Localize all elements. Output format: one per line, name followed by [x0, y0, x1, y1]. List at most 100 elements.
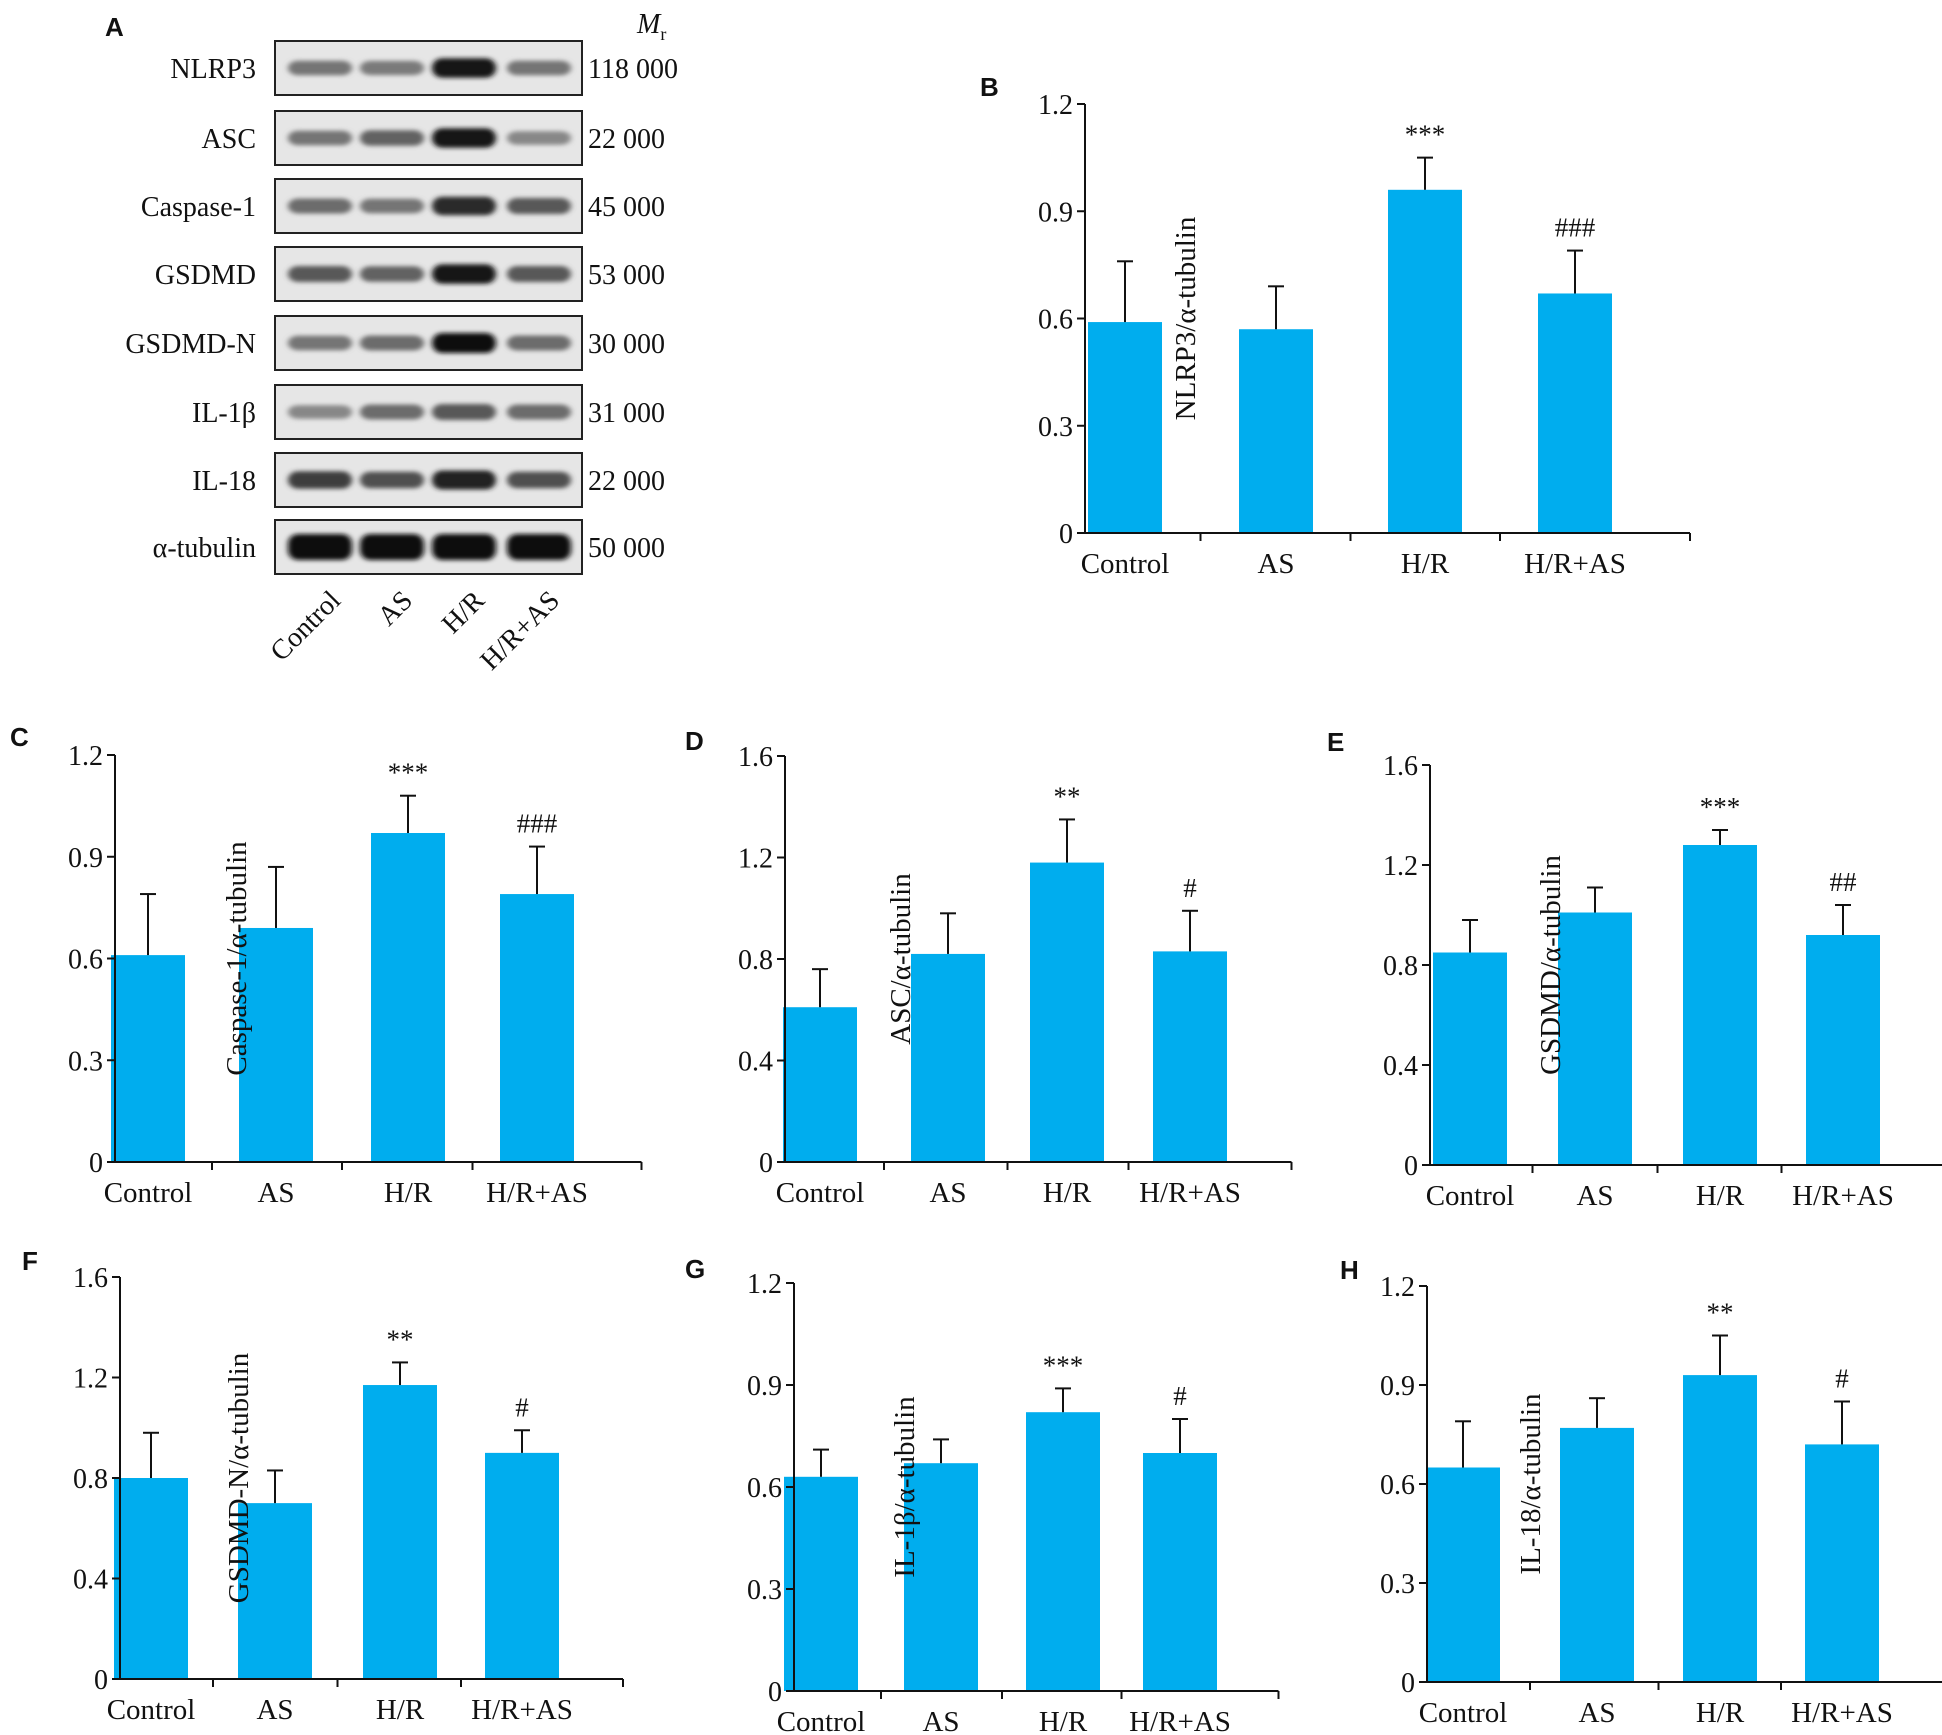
significance-d-h-r: ** — [1054, 781, 1081, 811]
blot-frame-nlrp3 — [274, 40, 583, 96]
x-tick-label-d: H/R+AS — [1139, 1177, 1241, 1209]
y-tick-label-f: 1.2 — [73, 1364, 108, 1395]
blot-band-gsdmd-n-control — [288, 335, 352, 351]
significance-b-h-r: *** — [1405, 120, 1446, 150]
blot-band-alpha-tubulin-control — [288, 534, 352, 560]
blot-protein-label: IL-1β — [192, 398, 256, 429]
panel-letter-h: H — [1340, 1255, 1359, 1285]
bar-d-as — [911, 953, 985, 1162]
error-bar-e-as — [1587, 886, 1603, 913]
y-tick-label-c: 0.3 — [68, 1046, 103, 1077]
blot-frame-il-1beta — [274, 384, 583, 440]
error-bar-e-h-r-as — [1835, 904, 1851, 935]
blot-protein-label: GSDMD — [155, 260, 256, 291]
x-tick-label-b: Control — [1081, 548, 1170, 580]
error-bar-c-h-r-as — [529, 845, 545, 895]
blot-band-nlrp3-h-r — [432, 58, 496, 78]
bar-g-control — [784, 1476, 858, 1691]
blot-band-nlrp3-as — [360, 60, 424, 76]
y-tick-label-f: 0 — [94, 1665, 108, 1696]
mr-label: Mr — [636, 9, 666, 44]
chart-panel-f: F ** #0 0.4 0.8 1.2 1.6 Control AS H/R H/R+AS GSDMD… — [22, 1246, 624, 1726]
x-tick-label-g: AS — [922, 1706, 959, 1735]
blot-row-gsdmd-n: GSDMD-N 30 000 — [125, 315, 665, 371]
y-tick-label-f: 0.8 — [73, 1464, 108, 1495]
bar-c-as — [239, 927, 313, 1162]
error-bar-h-h-r-as — [1834, 1400, 1850, 1445]
blot-frame-gsdmd-n — [274, 315, 583, 371]
significance-e-h-r-as: ## — [1830, 867, 1858, 897]
bar-h-h-r-as — [1805, 1444, 1879, 1682]
blot-mr-value: 53 000 — [588, 260, 665, 291]
y-tick-label-h: 1.2 — [1380, 1272, 1415, 1303]
blot-lane-label: AS — [372, 585, 419, 632]
blot-band-alpha-tubulin-h-r — [432, 534, 496, 560]
x-tick-label-c: H/R+AS — [486, 1177, 588, 1209]
blot-band-il-1beta-h-r — [432, 404, 496, 420]
blot-band-gsdmd-control — [288, 266, 352, 282]
y-tick-label-c: 1.2 — [68, 741, 103, 772]
bar-h-control — [1426, 1467, 1500, 1682]
bar-c-control — [111, 955, 185, 1162]
blot-frame-gsdmd — [274, 246, 583, 302]
significance-b-h-r-as: ### — [1555, 213, 1596, 243]
bar-d-h-r — [1030, 862, 1104, 1162]
y-axis-label-c: Caspase-1/α-tubulin — [221, 841, 253, 1076]
bar-b-control — [1088, 322, 1162, 533]
significance-c-h-r-as: ### — [517, 809, 558, 839]
x-tick-label-e: AS — [1576, 1180, 1613, 1212]
bar-h-h-r — [1683, 1375, 1757, 1682]
blot-protein-label: α-tubulin — [153, 533, 256, 564]
y-axis-label-h: IL-18/α-tubulin — [1515, 1393, 1547, 1575]
y-tick-label-e: 1.2 — [1383, 851, 1418, 882]
y-tick-label-g: 0 — [768, 1677, 782, 1708]
blot-band-il-18-h-r — [432, 470, 496, 490]
blot-mr-value: 31 000 — [588, 398, 665, 429]
x-tick-label-d: H/R — [1043, 1177, 1092, 1209]
x-tick-label-h: Control — [1419, 1697, 1508, 1729]
chart-panel-g: G *** #0 0.3 0.6 0.9 1.2 Control AS H/R H/R+AS IL-1… — [685, 1254, 1280, 1735]
y-tick-label-d: 0.8 — [738, 945, 773, 976]
bar-f-control — [114, 1478, 188, 1679]
blot-band-il-18-as — [360, 471, 424, 489]
bar-f-as — [238, 1503, 312, 1679]
error-bar-c-h-r — [400, 794, 416, 834]
x-tick-label-b: AS — [1257, 548, 1294, 580]
blot-row-nlrp3: NLRP3 118 000 — [170, 40, 678, 96]
error-bar-b-h-r — [1417, 156, 1433, 190]
blot-band-il-1beta-h-r-as — [507, 404, 571, 420]
bar-e-as — [1558, 912, 1632, 1165]
error-bar-h-h-r — [1712, 1334, 1728, 1376]
error-bar-b-h-r-as — [1567, 249, 1583, 294]
blot-lane-label: H/R — [436, 585, 491, 640]
error-bar-d-h-r-as — [1182, 909, 1198, 952]
bar-f-h-r — [363, 1385, 437, 1679]
bar-c-h-r — [371, 833, 445, 1162]
x-tick-label-c: Control — [104, 1177, 193, 1209]
error-bar-g-as — [933, 1438, 949, 1464]
significance-f-h-r-as: # — [515, 1392, 529, 1422]
error-bar-g-h-r — [1055, 1387, 1071, 1413]
y-tick-label-d: 0.4 — [738, 1047, 773, 1078]
x-tick-label-g: H/R+AS — [1129, 1706, 1231, 1735]
panel-letter-f: F — [22, 1246, 38, 1276]
x-tick-label-b: H/R+AS — [1524, 548, 1626, 580]
blot-frame-asc — [274, 110, 583, 166]
x-tick-label-b: H/R — [1401, 548, 1450, 580]
y-tick-label-f: 0.4 — [73, 1565, 108, 1596]
significance-h-h-r-as: # — [1835, 1364, 1849, 1394]
y-tick-label-d: 1.2 — [738, 844, 773, 875]
x-tick-label-g: H/R — [1039, 1706, 1088, 1735]
x-tick-label-e: H/R+AS — [1792, 1180, 1894, 1212]
bar-d-h-r-as — [1153, 951, 1227, 1162]
y-tick-label-e: 0.8 — [1383, 951, 1418, 982]
y-tick-label-g: 1.2 — [747, 1269, 782, 1300]
significance-g-h-r: *** — [1043, 1350, 1084, 1380]
error-bar-f-as — [267, 1469, 283, 1504]
y-axis-label-f: GSDMD-N/α-tubulin — [223, 1352, 255, 1603]
blot-protein-label: NLRP3 — [170, 54, 256, 85]
blot-band-alpha-tubulin-as — [360, 534, 424, 560]
bar-b-h-r — [1388, 189, 1462, 534]
panel-letter-a: A — [105, 12, 124, 42]
error-bar-g-control — [813, 1448, 829, 1477]
